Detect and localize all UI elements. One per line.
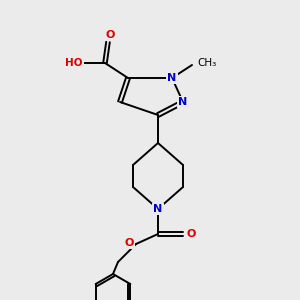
Text: O: O [186,229,196,239]
Text: HO: HO [65,58,83,68]
Text: N: N [167,73,177,83]
Text: N: N [178,97,188,107]
Text: N: N [153,204,163,214]
Text: CH₃: CH₃ [197,58,216,68]
Text: O: O [124,238,134,248]
Text: O: O [105,30,115,40]
